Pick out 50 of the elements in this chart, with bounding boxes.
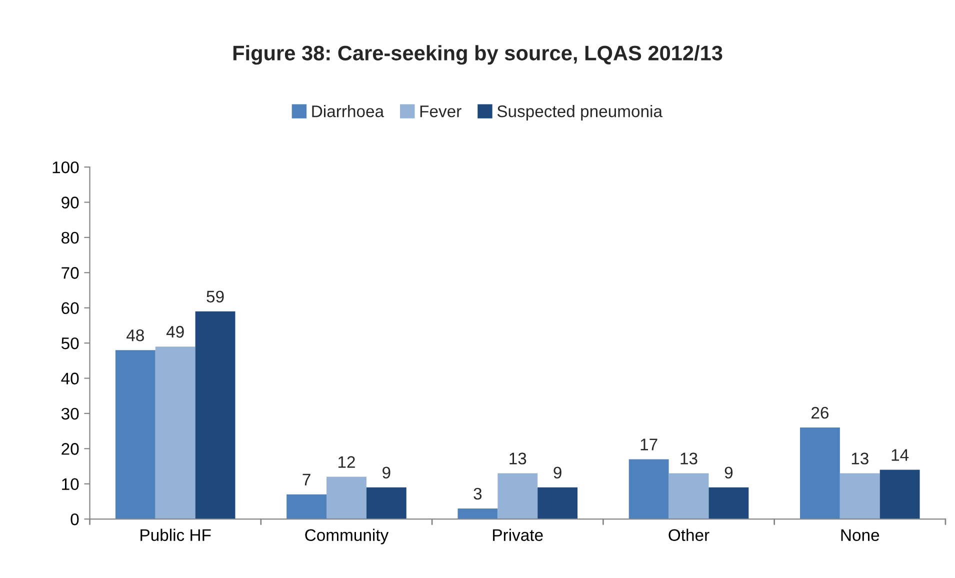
- legend-label: Fever: [420, 106, 462, 118]
- data-label: 9: [554, 466, 562, 479]
- legend-label: Diarrhoea: [312, 104, 384, 118]
- legend-label: Suspected pneumonia: [497, 104, 662, 121]
- y-tick-label: 80: [62, 232, 79, 244]
- bar: [155, 346, 196, 520]
- data-label: 7: [302, 474, 310, 486]
- bar: [708, 487, 749, 520]
- bar: [458, 508, 498, 520]
- data-label: 3: [474, 488, 482, 500]
- data-label: 12: [338, 456, 355, 468]
- data-label: 14: [892, 449, 909, 461]
- data-label: 17: [640, 438, 658, 450]
- y-tick-label: 90: [62, 196, 79, 208]
- y-tick-label: 60: [62, 302, 79, 314]
- chart-title: Figure 38: Care-seeking by source, LQAS 2012/13: [233, 45, 722, 65]
- y-tick-label: 30: [61, 408, 79, 420]
- data-label: 13: [510, 452, 526, 464]
- y-tick-label: 100: [52, 161, 79, 174]
- x-tick-label: Community: [305, 528, 389, 544]
- data-label: 9: [382, 466, 390, 479]
- x-tick-label: Private: [493, 528, 543, 542]
- bar: [195, 311, 236, 520]
- bar: [668, 473, 709, 520]
- data-label: 13: [680, 452, 698, 464]
- y-tick-label: 40: [61, 372, 79, 384]
- data-label: 59: [206, 290, 224, 303]
- y-tick-label: 10: [62, 478, 79, 490]
- y-tick-label: 0: [70, 513, 79, 526]
- bar: [800, 428, 840, 520]
- data-label: 26: [812, 406, 828, 419]
- bar: [628, 459, 669, 520]
- data-label: 9: [724, 466, 733, 479]
- x-tick-label: None: [841, 529, 880, 542]
- bar: [840, 473, 880, 520]
- x-tick-label: Public HF: [140, 528, 211, 542]
- y-tick-label: 20: [62, 443, 79, 455]
- bar: [286, 494, 327, 520]
- bar: [115, 350, 156, 520]
- x-tick-label: Other: [668, 528, 710, 542]
- data-label: 49: [166, 326, 184, 338]
- bar: [366, 487, 406, 520]
- y-tick-label: 70: [62, 267, 79, 279]
- bar: [880, 470, 920, 520]
- data-label: 13: [852, 452, 868, 464]
- data-label: 48: [126, 329, 144, 342]
- bar: [326, 476, 366, 520]
- bar: [498, 473, 538, 520]
- y-tick-label: 50: [61, 337, 79, 350]
- bar: [538, 487, 578, 520]
